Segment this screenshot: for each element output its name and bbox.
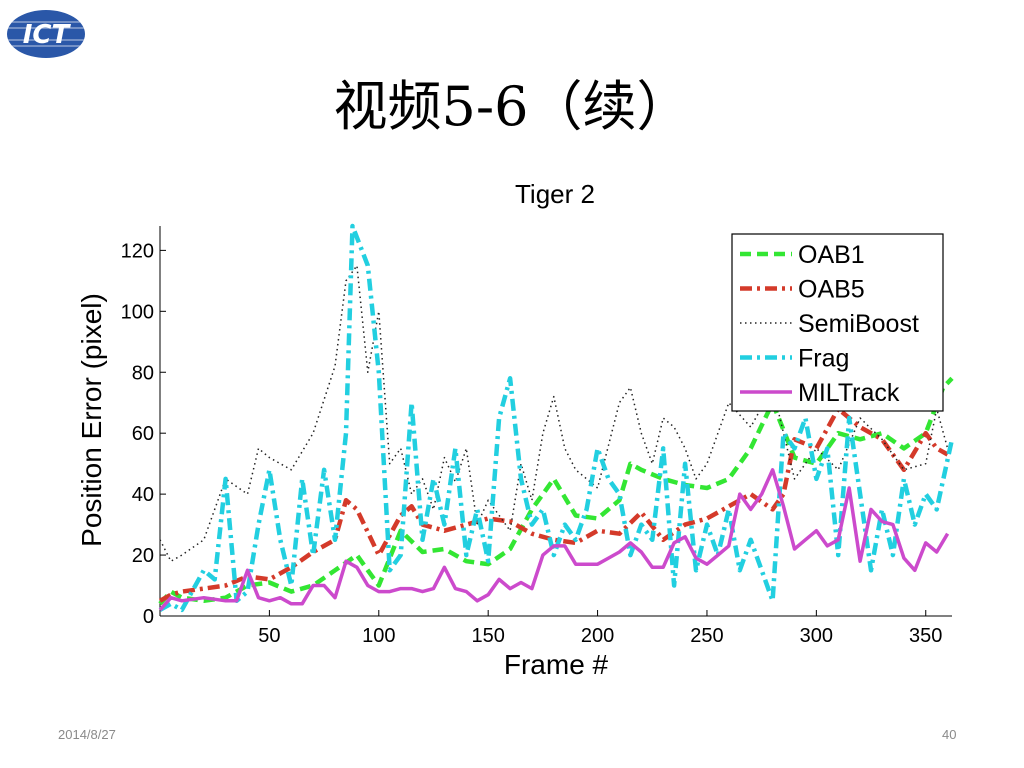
y-tick-label: 20 [132, 545, 154, 567]
legend-label-semiboost: SemiBoost [798, 310, 919, 338]
series-line-semiboost [159, 264, 949, 562]
page-number: 40 [942, 727, 957, 742]
x-tick-label: 200 [581, 625, 614, 647]
axes: 50 100 150 200 250 300 350 0 20 40 60 80 100 120 [121, 226, 952, 647]
x-tick-label: 50 [258, 625, 280, 647]
legend-label-oab5: OAB5 [798, 276, 865, 304]
x-tick-label: 300 [800, 625, 833, 647]
y-tick-label: 40 [132, 484, 154, 506]
x-tick-label: 350 [909, 625, 942, 647]
series-lines [158, 223, 955, 613]
chart-title: Tiger 2 [515, 179, 595, 209]
x-tick-label: 100 [362, 625, 395, 647]
legend-label-miltrack: MILTrack [798, 379, 900, 407]
y-tick-label: 120 [121, 240, 154, 262]
y-tick-label: 100 [121, 301, 154, 323]
y-axis-label: Position Error (pixel) [76, 293, 107, 547]
series-line-oab5 [158, 406, 949, 603]
legend: OAB1 OAB5 SemiBoost Frag MILTrack [731, 233, 944, 412]
series-line-frag [158, 223, 955, 613]
y-tick-label: 80 [132, 362, 154, 384]
footer-date: 2014/8/27 [58, 727, 116, 742]
legend-label-frag: Frag [798, 345, 849, 373]
svg-text:ICT: ICT [23, 20, 72, 50]
y-tick-label: 0 [143, 606, 154, 628]
x-axis-label: Frame # [504, 649, 609, 680]
legend-label-oab1: OAB1 [798, 241, 865, 269]
legend-box [731, 233, 944, 412]
y-tick-label: 60 [132, 423, 154, 445]
x-tick-label: 150 [471, 625, 504, 647]
series-line-miltrack [158, 468, 950, 612]
x-tick-label: 250 [690, 625, 723, 647]
ict-logo: ICT [4, 8, 88, 60]
slide-title: 视频5-6（续） [333, 75, 691, 138]
